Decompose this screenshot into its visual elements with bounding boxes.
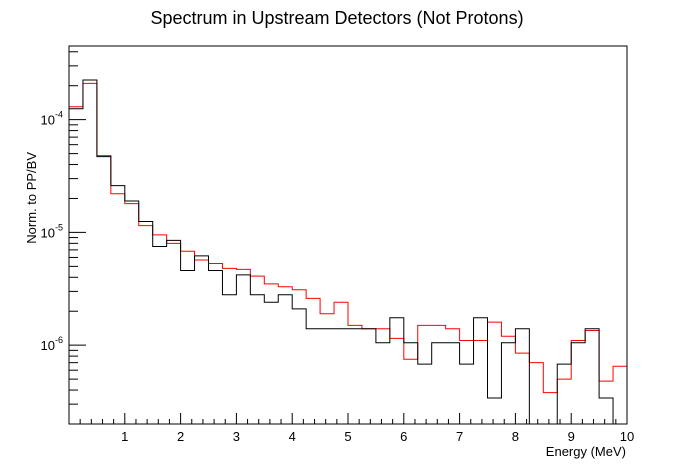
x-tick-label: 7: [456, 429, 463, 444]
x-tick-label: 5: [344, 429, 351, 444]
series-0-line: [69, 82, 627, 394]
ticks-layer: 1 2 3 4 5 6 7 8 9 10 10-6 10-5 10-4: [41, 51, 634, 444]
x-tick-label: 1: [121, 429, 128, 444]
x-tick-label: 10: [620, 429, 634, 444]
series-1-line: [69, 79, 627, 425]
x-tick-label: 2: [177, 429, 184, 444]
x-tick-label: 4: [289, 429, 296, 444]
x-tick-label: 6: [400, 429, 407, 444]
x-tick-label: 8: [512, 429, 519, 444]
x-tick-label: 9: [568, 429, 575, 444]
series-layer: [69, 79, 627, 425]
x-tick-label: 3: [233, 429, 240, 444]
y-tick-label: 10-5: [41, 222, 63, 240]
x-axis-label: Energy (MeV): [546, 444, 626, 459]
chart-title: Spectrum in Upstream Detectors (Not Prot…: [150, 8, 523, 28]
y-tick-label: 10-4: [41, 110, 63, 128]
y-axis-label: Norm. to PP/BV: [24, 152, 39, 244]
y-tick-label: 10-6: [41, 335, 63, 353]
